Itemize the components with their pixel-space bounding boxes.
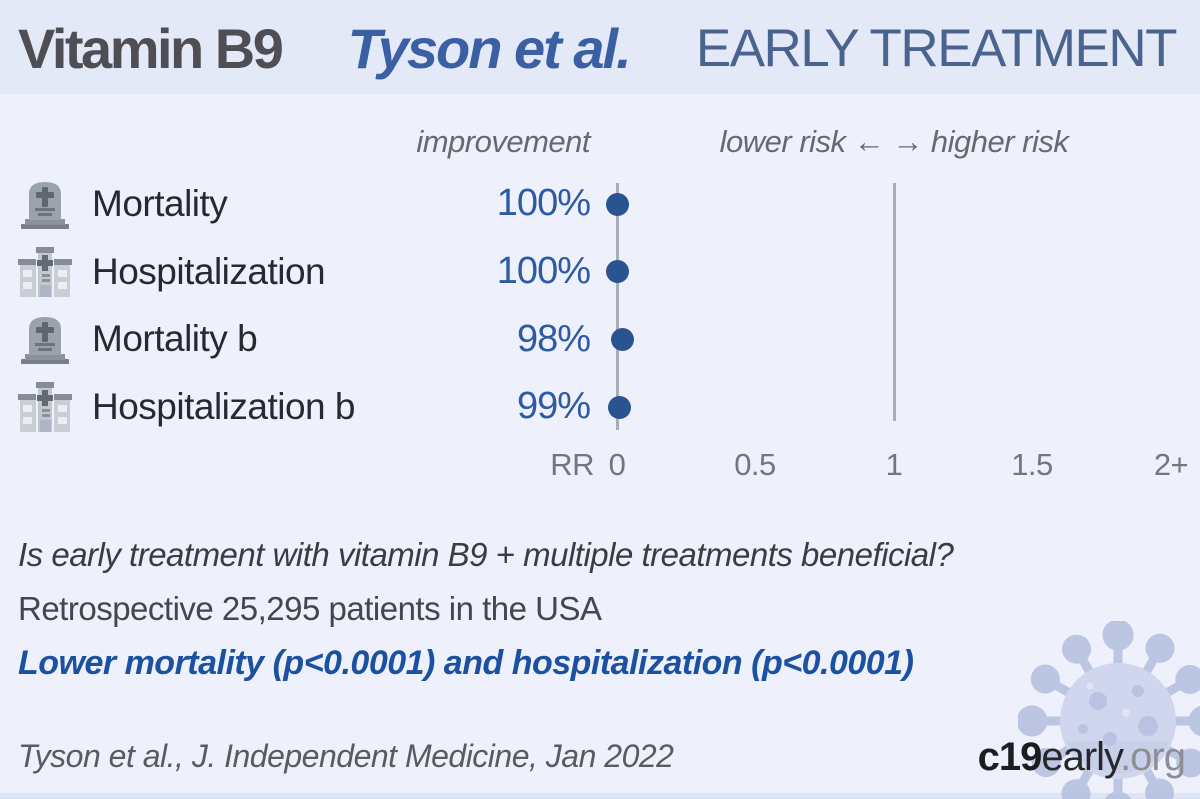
- bottom-border: [0, 793, 1200, 799]
- outcome-row-mortality: Mortality 100%: [14, 170, 614, 238]
- axis-line-rr0: [615, 183, 619, 430]
- citation-text: Tyson et al., J. Independent Medicine, J…: [18, 738, 674, 774]
- risk-direction-label: lower risk ← → higher risk: [719, 124, 1069, 159]
- outcome-row-hospitalization-b: Hospitalization b 99%: [14, 373, 614, 441]
- axis-tick-2plus: 2+: [1153, 447, 1189, 482]
- drug-name: Vitamin B9: [18, 16, 284, 80]
- forest-dot: [605, 260, 629, 284]
- result-text: Lower mortality (p<0.0001) and hospitali…: [18, 644, 914, 682]
- axis-tick-1_5: 1.5: [1011, 447, 1053, 482]
- rr-axis-label: RR: [550, 447, 594, 482]
- stage-label: EARLY TREATMENT: [695, 18, 1178, 78]
- study-name: Tyson et al.: [347, 16, 632, 80]
- forest-dot: [611, 327, 635, 351]
- logo-early: early: [1041, 735, 1121, 779]
- improvement-value: 100%: [496, 182, 591, 225]
- axis-tick-0_5: 0.5: [734, 447, 776, 482]
- improvement-column-header: improvement: [416, 124, 590, 159]
- forest-dot: [605, 192, 629, 216]
- site-logo[interactable]: c19early.org: [977, 735, 1186, 780]
- question-text: Is early treatment with vitamin B9 + mul…: [18, 536, 954, 573]
- hospital-icon: [14, 379, 76, 435]
- forest-dot: [608, 395, 632, 419]
- outcome-label: Hospitalization b: [92, 385, 355, 427]
- forest-plot-rows: Mortality 100%: [14, 170, 614, 441]
- header-bar: Vitamin B9 Tyson et al. EARLY TREATMENT: [0, 0, 1200, 94]
- reference-line-rr1: [892, 183, 896, 421]
- outcome-label: Mortality: [92, 182, 228, 224]
- outcome-label: Mortality b: [92, 318, 258, 360]
- study-design-text: Retrospective 25,295 patients in the USA: [18, 590, 602, 627]
- outcome-row-mortality-b: Mortality b 98%: [14, 305, 614, 373]
- outcome-row-hospitalization: Hospitalization 100%: [14, 238, 614, 306]
- logo-c19: c19: [977, 735, 1043, 779]
- virus-icon: [1018, 621, 1200, 799]
- axis-tick-1: 1: [885, 447, 903, 482]
- improvement-value: 100%: [496, 250, 591, 293]
- tombstone-icon: [14, 311, 76, 367]
- improvement-value: 99%: [516, 385, 591, 428]
- axis-tick-0: 0: [608, 447, 626, 482]
- improvement-value: 98%: [516, 317, 591, 360]
- tombstone-icon: [14, 176, 76, 232]
- logo-org: .org: [1120, 735, 1186, 779]
- outcome-label: Hospitalization: [92, 250, 326, 292]
- hospital-icon: [14, 244, 76, 300]
